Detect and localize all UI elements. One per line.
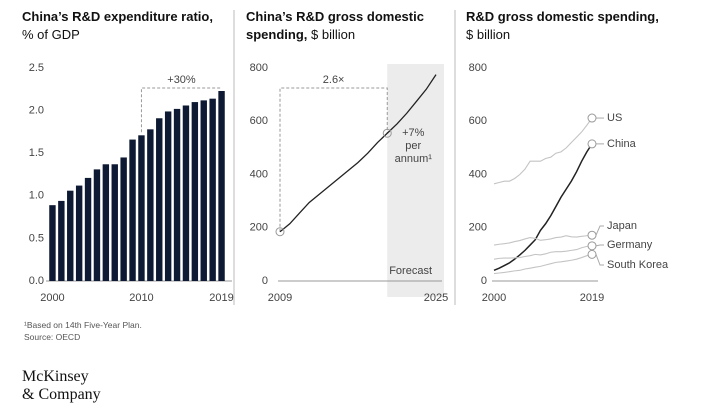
legend-label: Japan: [607, 220, 637, 232]
y-tick-label: 800: [469, 62, 487, 74]
legend-connector: [595, 254, 604, 266]
panel-title: China’s R&D gross domestic spending, $ b…: [246, 8, 446, 44]
line: [279, 74, 437, 233]
y-tick-label: 400: [469, 168, 487, 180]
bar: [182, 105, 190, 281]
panel-title: China’s R&D expenditure ratio, % of GDP: [22, 8, 232, 44]
bar: [129, 139, 136, 281]
subtitle: % of GDP: [22, 27, 80, 42]
title: China’s R&D expenditure ratio,: [22, 9, 213, 24]
bar: [84, 177, 92, 281]
end-point: [587, 249, 597, 259]
annotation-box: [279, 87, 388, 232]
y-tick-label: 600: [250, 115, 268, 127]
title: China’s R&D gross domestic spending,: [246, 9, 424, 42]
x-tick-label: 2025: [424, 292, 448, 304]
y-tick-label: 1.5: [29, 147, 44, 159]
y-tick-label: 0.0: [29, 275, 44, 287]
y-tick-label: 200: [250, 222, 268, 234]
bar: [75, 185, 83, 281]
bar: [102, 164, 110, 281]
annotation: 2.6×: [323, 74, 345, 86]
subtitle: $ billion: [466, 27, 511, 42]
panel-title: R&D gross domestic spending, $ billion: [466, 8, 696, 44]
y-tick-label: 400: [250, 168, 268, 180]
y-tick-label: 2.0: [29, 105, 44, 117]
bar: [173, 108, 181, 281]
annotation: +30%: [167, 74, 196, 86]
line: [493, 234, 593, 246]
forecast-label: Forecast: [389, 265, 432, 277]
end-point: [587, 113, 597, 123]
y-tick-label: 800: [250, 62, 268, 74]
end-point: [587, 230, 597, 240]
annotation: annum¹: [395, 153, 433, 165]
bar: [156, 118, 163, 281]
y-tick-label: 200: [469, 222, 487, 234]
logo: McKinsey: [22, 368, 89, 385]
end-point: [587, 241, 597, 251]
line: [493, 117, 593, 185]
legend-label: Germany: [607, 239, 653, 251]
bar: [49, 205, 56, 281]
line: [493, 143, 593, 272]
x-tick-label: 2000: [40, 292, 64, 304]
legend-connector: [595, 244, 604, 247]
bar: [191, 102, 199, 281]
footnote: ¹Based on 14th Five-Year Plan.: [24, 320, 142, 330]
bar: [58, 200, 65, 281]
line: [493, 253, 593, 275]
x-tick-label: 2009: [268, 292, 292, 304]
bar: [164, 111, 172, 282]
forecast-area: [387, 64, 444, 297]
x-tick-label: 2019: [209, 292, 233, 304]
bar: [120, 157, 127, 281]
bar: [147, 129, 154, 281]
legend-label: US: [607, 112, 622, 124]
x-tick-label: 2010: [129, 292, 153, 304]
bar: [200, 100, 207, 281]
annotation: +7%: [402, 127, 425, 139]
y-tick-label: 0.5: [29, 232, 44, 244]
subtitle: $ billion: [311, 27, 356, 42]
annotation: per: [405, 140, 421, 152]
bar: [111, 164, 118, 281]
bar: [209, 98, 216, 281]
logo: & Company: [22, 386, 101, 403]
legend-label: South Korea: [607, 259, 669, 271]
y-tick-label: 0: [481, 275, 487, 287]
source: Source: OECD: [24, 332, 81, 342]
y-tick-label: 2.5: [29, 62, 44, 74]
annotation-bracket: [140, 87, 223, 133]
bar: [138, 135, 145, 281]
end-point: [587, 139, 597, 149]
legend-connector: [595, 225, 604, 236]
bar: [67, 190, 74, 281]
legend-label: China: [607, 138, 637, 150]
x-tick-label: 2000: [482, 292, 506, 304]
x-tick-label: 2019: [580, 292, 604, 304]
y-tick-label: 600: [469, 115, 487, 127]
y-tick-label: 0: [262, 275, 268, 287]
point: [382, 128, 392, 138]
bar: [218, 91, 225, 281]
title: R&D gross domestic spending,: [466, 9, 659, 24]
line: [493, 245, 593, 260]
bar: [93, 169, 101, 281]
point: [275, 227, 285, 237]
y-tick-label: 1.0: [29, 190, 44, 202]
